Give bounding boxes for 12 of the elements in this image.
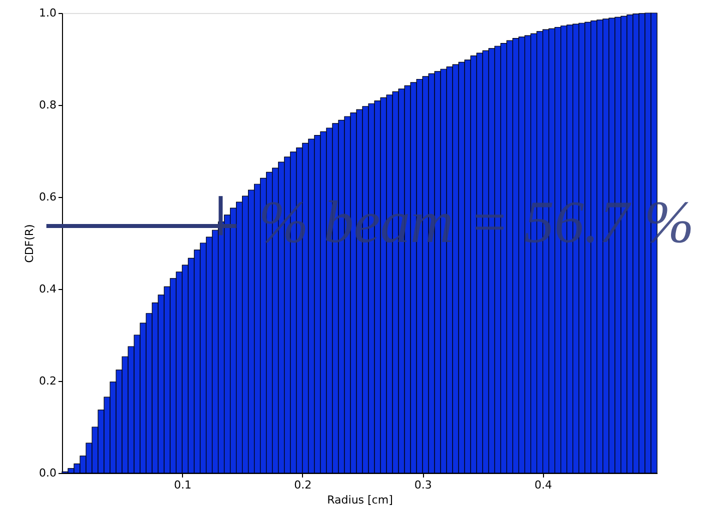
y-tick-label: 0.2 [39,374,56,388]
x-tick-label: 0.2 [294,478,312,492]
y-tick-label: 0.6 [39,190,56,204]
x-axis-title: Radius [cm] [327,494,393,506]
x-tick-label: 0.3 [414,478,432,492]
y-tick-label: 0.0 [39,466,56,480]
y-axis-title: CDF(R) [23,224,36,263]
x-tick-label: 0.1 [174,478,192,492]
y-tick-label: 0.8 [39,98,56,112]
y-tick-label: 1.0 [39,6,56,20]
x-tick-label: 0.4 [534,478,552,492]
y-tick-label: 0.4 [39,282,56,296]
